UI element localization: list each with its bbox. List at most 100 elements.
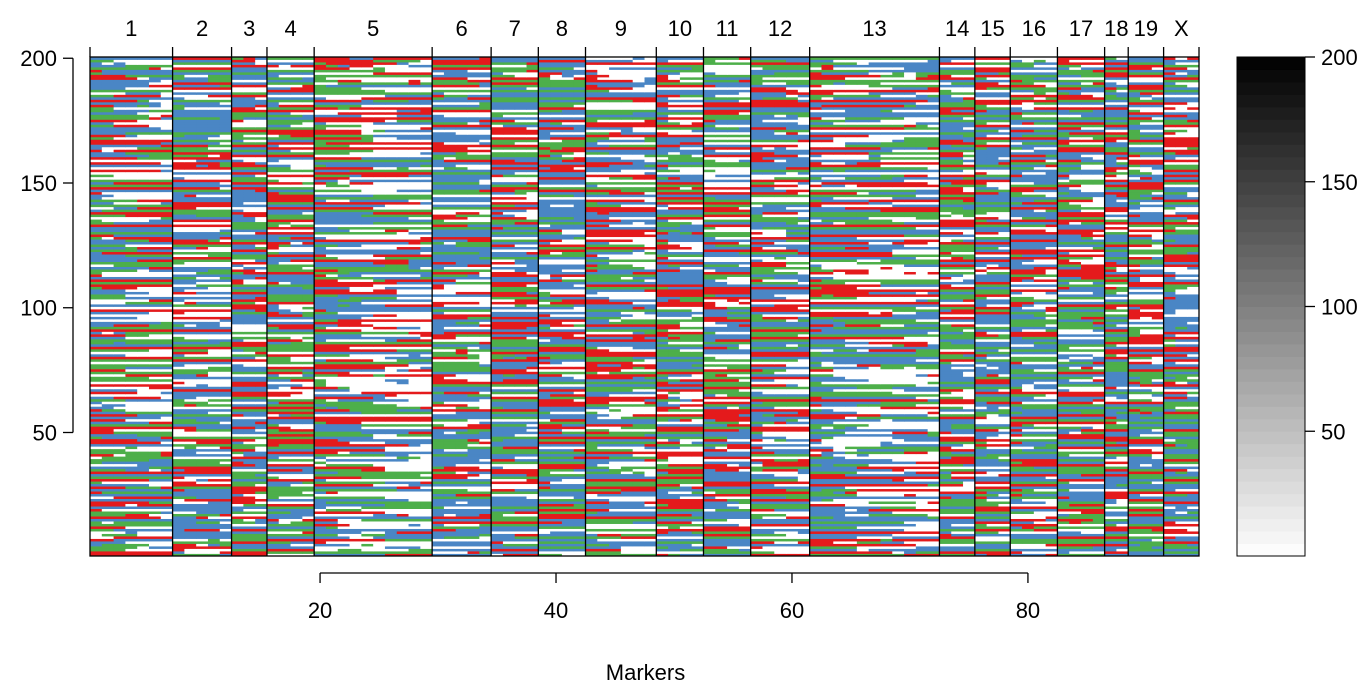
heatmap-cell <box>184 498 197 502</box>
heatmap-cell <box>337 478 350 482</box>
heatmap-cell <box>750 476 763 480</box>
heatmap-cell <box>361 538 374 542</box>
heatmap-cell <box>384 518 398 522</box>
heatmap-cell <box>1151 468 1165 472</box>
heatmap-cell <box>774 503 787 507</box>
heatmap-cell <box>691 441 704 445</box>
heatmap-cell <box>196 533 209 537</box>
heatmap-cell <box>963 463 976 467</box>
heatmap-cell <box>809 423 822 427</box>
heatmap-cell <box>1022 446 1035 450</box>
heatmap-cell <box>243 483 256 487</box>
heatmap-cell <box>679 503 693 507</box>
heatmap-cell <box>868 536 881 539</box>
heatmap-cell <box>1010 531 1023 534</box>
heatmap-cell <box>1033 536 1047 539</box>
heatmap-cell <box>219 453 232 457</box>
heatmap-cell <box>703 491 716 495</box>
heatmap-cell <box>266 523 280 527</box>
heatmap-cell <box>408 448 421 452</box>
heatmap-cell <box>1069 533 1082 537</box>
heatmap-cell <box>538 531 551 534</box>
heatmap-cell <box>160 553 173 557</box>
heatmap-cell <box>1116 551 1129 554</box>
heatmap-cell <box>963 423 976 427</box>
heatmap-cell <box>1128 466 1141 470</box>
heatmap-cell <box>479 468 492 472</box>
heatmap-cell <box>160 508 173 512</box>
heatmap-cell <box>609 553 622 557</box>
heatmap-cell <box>585 526 598 529</box>
heatmap-cell <box>349 526 362 529</box>
heatmap-cell <box>656 466 669 470</box>
heatmap-cell <box>1092 513 1106 517</box>
heatmap-cell <box>668 473 681 477</box>
heatmap-cell <box>1081 543 1094 547</box>
heatmap-cell <box>609 441 622 445</box>
heatmap-cell <box>408 503 421 507</box>
heatmap-cell <box>278 503 291 507</box>
heatmap-cell <box>502 546 516 549</box>
heatmap-cell <box>349 543 362 547</box>
heatmap-cell <box>479 486 492 490</box>
heatmap-cell <box>845 456 858 460</box>
heatmap-cell <box>786 501 799 505</box>
heatmap-cell <box>148 551 162 554</box>
heatmap-cell <box>703 543 716 547</box>
heatmap-cell <box>1116 433 1129 437</box>
heatmap-cell <box>809 526 822 529</box>
heatmap-cell <box>278 456 291 460</box>
heatmap-cell <box>1163 553 1176 557</box>
heatmap-cell <box>148 543 162 547</box>
heatmap-cell <box>1128 548 1141 552</box>
heatmap-cell <box>467 483 480 487</box>
heatmap-cell <box>609 541 622 544</box>
heatmap-cell <box>963 518 976 522</box>
heatmap-cell <box>585 528 598 532</box>
heatmap-cell <box>644 501 657 505</box>
heatmap-cell <box>727 473 740 477</box>
heatmap-cell <box>502 526 516 529</box>
heatmap-cell <box>585 476 598 480</box>
heatmap-cell <box>384 423 398 427</box>
heatmap-cell <box>797 533 811 537</box>
heatmap-cell <box>880 473 893 477</box>
heatmap-cell <box>396 541 409 544</box>
heatmap-cell <box>467 526 480 529</box>
heatmap-cell <box>337 468 350 472</box>
heatmap-cell <box>939 456 952 460</box>
heatmap-cell <box>1081 463 1094 467</box>
heatmap-cell <box>1022 541 1035 544</box>
heatmap-cell <box>384 488 398 492</box>
heatmap-cell <box>1128 508 1141 512</box>
heatmap-cell <box>1069 453 1082 457</box>
heatmap-cell <box>538 553 551 557</box>
heatmap-cell <box>90 441 103 445</box>
heatmap-cell <box>90 443 103 447</box>
heatmap-cell <box>585 551 598 554</box>
heatmap-cell <box>148 426 162 430</box>
heatmap-cell <box>278 453 291 457</box>
heatmap-cell <box>951 481 964 485</box>
heatmap-cell <box>361 436 374 440</box>
heatmap-cell <box>373 458 386 462</box>
heatmap-cell <box>986 491 999 495</box>
heatmap-cell <box>1092 438 1106 442</box>
heatmap-cell <box>833 531 846 534</box>
heatmap-cell <box>750 436 763 440</box>
heatmap-cell <box>727 448 740 452</box>
heatmap-cell <box>609 461 622 465</box>
heatmap-cell <box>514 518 527 522</box>
heatmap-cell <box>101 481 114 485</box>
heatmap-cell <box>762 481 775 485</box>
heatmap-cell <box>939 528 952 532</box>
heatmap-cell <box>703 486 716 490</box>
heatmap-cell <box>231 518 244 522</box>
heatmap-cell <box>455 468 468 472</box>
heatmap-cell <box>1092 503 1106 507</box>
heatmap-cell <box>868 511 881 514</box>
heatmap-cell <box>750 526 763 529</box>
heatmap-cell <box>207 463 221 467</box>
heatmap-cell <box>1092 496 1106 500</box>
heatmap-cell <box>373 461 386 465</box>
